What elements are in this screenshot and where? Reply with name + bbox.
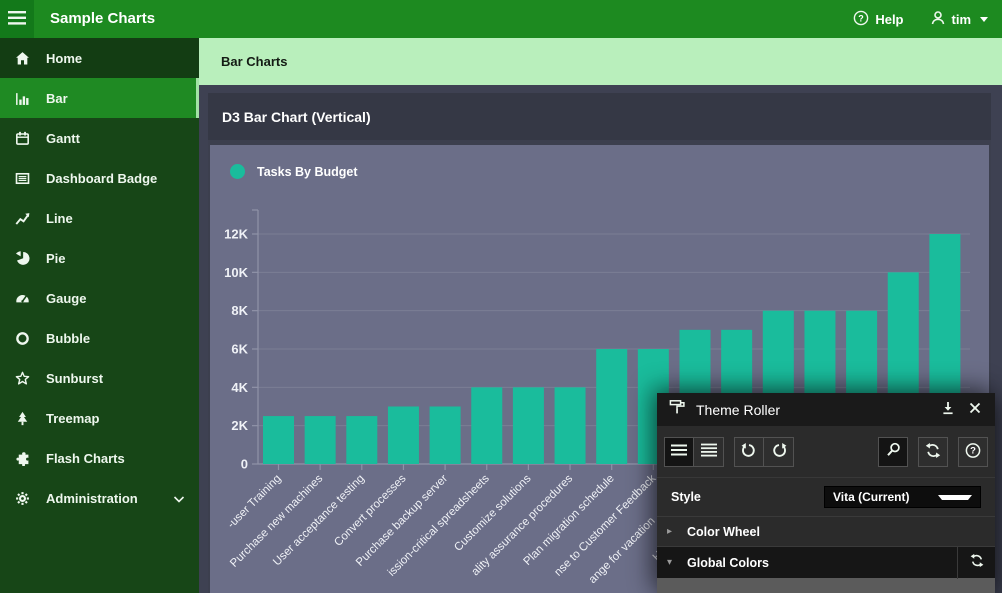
gauge-icon: [15, 291, 30, 306]
help-circle-icon: ?: [964, 442, 982, 462]
sidebar-item-pie[interactable]: Pie: [0, 238, 199, 278]
help-icon: ?: [853, 10, 869, 29]
sync-icon: [924, 442, 942, 462]
svg-text:?: ?: [970, 445, 976, 456]
sidebar-item-home[interactable]: Home: [0, 38, 199, 78]
svg-text:6K: 6K: [231, 341, 248, 356]
reset-global-colors-button[interactable]: [957, 546, 995, 579]
pie-chart-icon: [15, 250, 30, 266]
paint-roller-icon: [669, 399, 686, 420]
gear-icon: [15, 491, 30, 506]
svg-text:10K: 10K: [224, 265, 248, 280]
line-chart-icon: [15, 211, 30, 226]
breadcrumb: Bar Charts: [199, 38, 1002, 85]
section-global-colors[interactable]: ▾ Global Colors: [657, 546, 995, 579]
sidebar-item-dashboard-badge[interactable]: Dashboard Badge: [0, 158, 199, 198]
svg-text:?: ?: [859, 13, 865, 23]
legend-swatch: [230, 164, 245, 179]
theme-roller-content-strip: [657, 578, 995, 593]
style-select[interactable]: Vita (Current): [824, 486, 981, 508]
svg-text:0: 0: [241, 457, 248, 472]
close-icon: [969, 402, 981, 417]
redo-icon: [770, 442, 788, 461]
style-row: Style Vita (Current): [657, 478, 995, 516]
chevron-down-icon: ▾: [667, 557, 673, 568]
section-color-wheel[interactable]: ▸ Color Wheel: [657, 516, 995, 546]
search-button[interactable]: [878, 436, 908, 467]
chart-legend-item[interactable]: Tasks By Budget: [230, 164, 358, 179]
chart-panel: D3 Bar Chart (Vertical) 0 2K 4K 6K 8K 10K 12K -…: [208, 93, 991, 593]
sync-theme-button[interactable]: [918, 436, 948, 467]
svg-text:4K: 4K: [231, 380, 248, 395]
sidebar: Home Bar Gantt Dashboard Badge Line Pie …: [0, 38, 199, 593]
hamburger-menu-button[interactable]: [0, 0, 34, 38]
sidebar-item-sunburst[interactable]: Sunburst: [0, 358, 199, 398]
chart-panel-title: D3 Bar Chart (Vertical): [222, 108, 371, 125]
help-button[interactable]: ? Help: [853, 10, 904, 29]
theme-roller-title: Theme Roller: [696, 401, 781, 418]
redo-button[interactable]: [764, 436, 794, 467]
svg-text:8K: 8K: [231, 303, 248, 318]
svg-text:Customize solutions: Customize solutions: [452, 472, 533, 553]
download-theme-button[interactable]: [939, 399, 957, 420]
detailed-list-icon: [700, 442, 718, 461]
user-icon: [930, 10, 946, 29]
svg-text:Convert processes: Convert processes: [332, 472, 408, 548]
badge-list-icon: [15, 171, 30, 186]
sidebar-item-gauge[interactable]: Gauge: [0, 278, 199, 318]
theme-roller-header[interactable]: Theme Roller: [657, 393, 995, 426]
chevron-down-icon: [173, 492, 185, 507]
sidebar-item-gantt[interactable]: Gantt: [0, 118, 199, 158]
undo-icon: [740, 442, 758, 461]
star-icon: [15, 371, 30, 386]
undo-button[interactable]: [734, 436, 764, 467]
chevron-down-icon: [938, 494, 973, 500]
chart-area: 0 2K 4K 6K 8K 10K 12K -user Training Purchase ne…: [210, 145, 989, 593]
app-header: Sample Charts ? Help tim: [0, 0, 1002, 38]
circle-icon: [15, 331, 30, 346]
search-icon: [885, 442, 901, 461]
compact-view-button[interactable]: [664, 436, 694, 467]
compact-list-icon: [670, 442, 688, 461]
sidebar-item-flash-charts[interactable]: Flash Charts: [0, 438, 199, 478]
hamburger-icon: [8, 10, 26, 28]
sidebar-item-administration[interactable]: Administration: [0, 478, 199, 518]
puzzle-icon: [15, 451, 30, 466]
app-title: Sample Charts: [50, 10, 156, 27]
sidebar-item-line[interactable]: Line: [0, 198, 199, 238]
user-name: tim: [951, 11, 972, 27]
download-icon: [941, 401, 955, 418]
svg-text:2K: 2K: [231, 418, 248, 433]
tree-icon: [15, 411, 30, 426]
close-panel-button[interactable]: [967, 400, 983, 419]
chevron-down-icon: [980, 16, 988, 22]
breadcrumb-title: Bar Charts: [221, 54, 288, 69]
chevron-right-icon: ▸: [667, 526, 673, 537]
home-icon: [15, 51, 30, 66]
svg-text:12K: 12K: [224, 226, 248, 241]
theme-roller-toolbar: ?: [657, 426, 995, 478]
main-content: D3 Bar Chart (Vertical) 0 2K 4K 6K 8K 10K 12K -…: [199, 85, 1002, 593]
calendar-icon: [15, 131, 30, 146]
legend-label: Tasks By Budget: [257, 164, 358, 179]
sync-icon: [969, 553, 985, 573]
style-label: Style: [671, 490, 701, 504]
theme-roller-panel: Theme Roller: [657, 393, 995, 593]
user-menu-button[interactable]: tim: [930, 10, 988, 29]
style-select-value: Vita (Current): [833, 490, 910, 504]
sidebar-item-bar[interactable]: Bar: [0, 78, 199, 118]
chart-panel-header: D3 Bar Chart (Vertical): [208, 93, 991, 140]
detailed-view-button[interactable]: [694, 436, 724, 467]
theme-roller-help-button[interactable]: ?: [958, 436, 988, 467]
sidebar-item-treemap[interactable]: Treemap: [0, 398, 199, 438]
sidebar-item-bubble[interactable]: Bubble: [0, 318, 199, 358]
bar-chart-icon: [15, 91, 30, 106]
